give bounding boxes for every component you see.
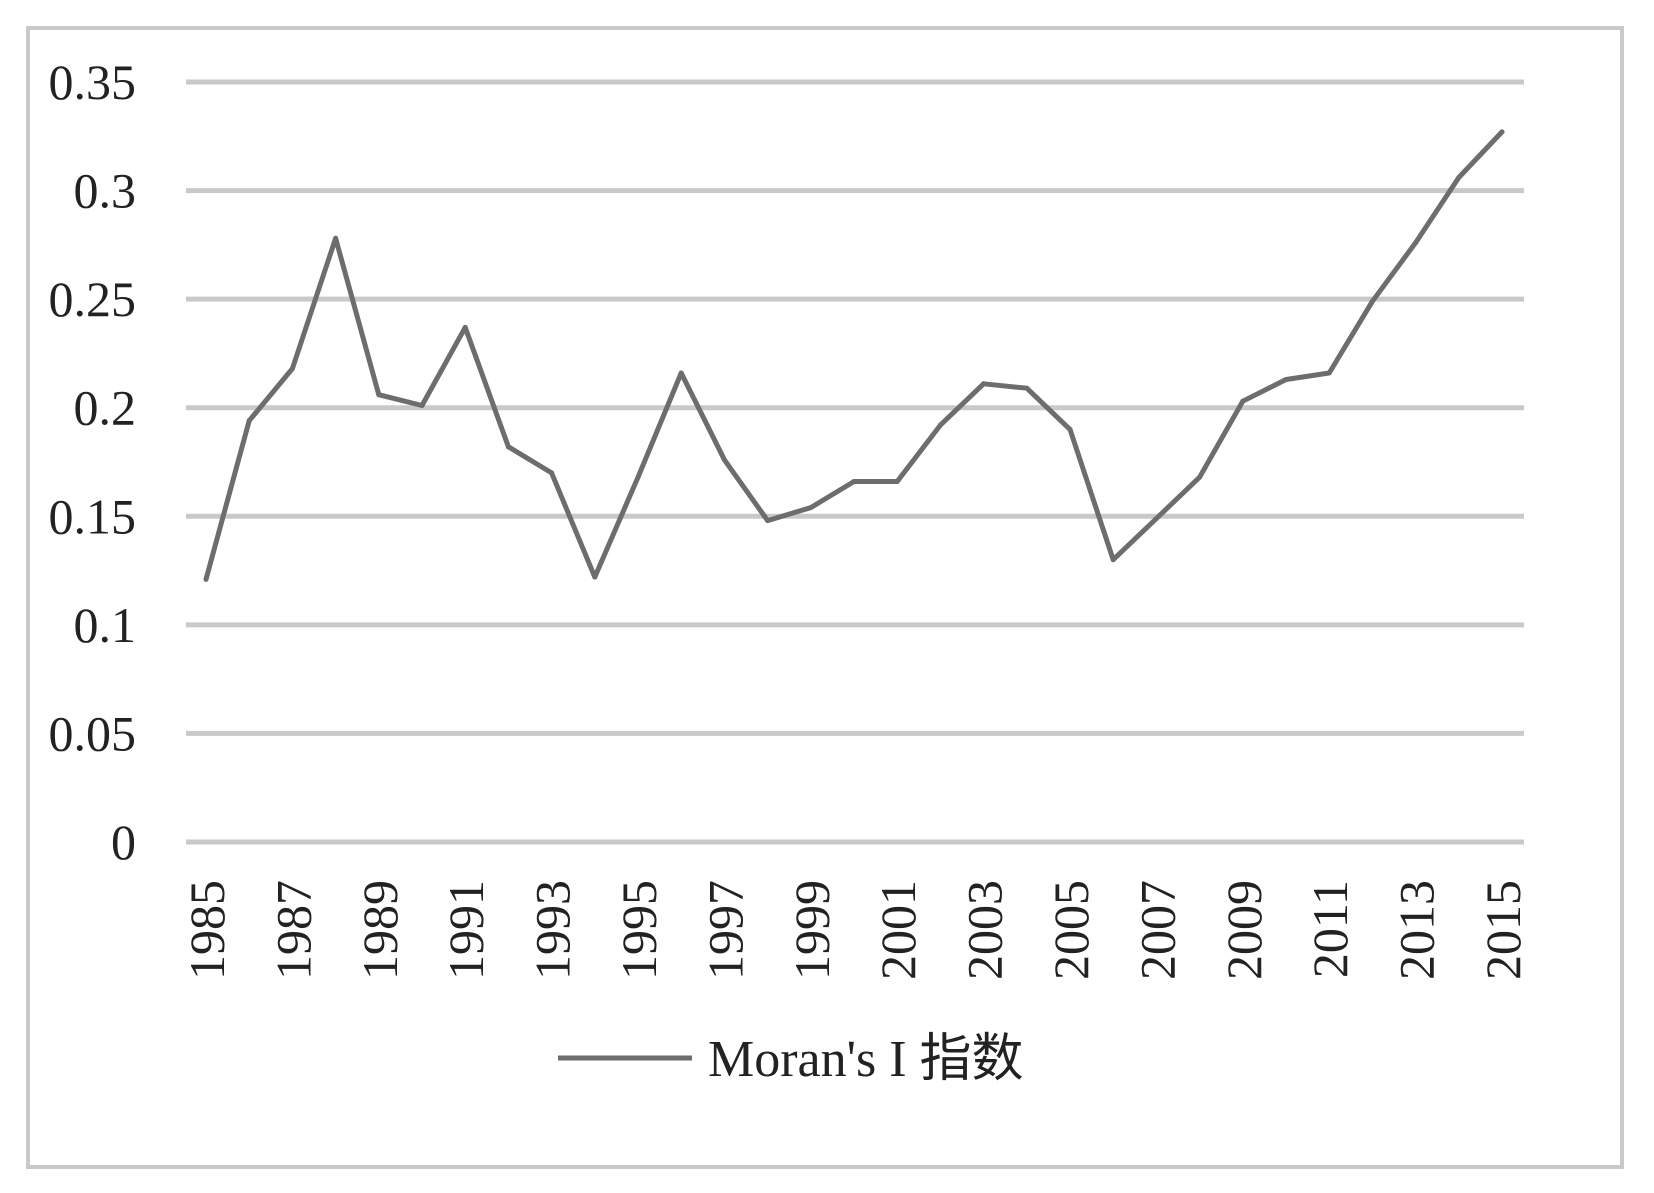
x-tick-label: 1995: [611, 880, 667, 980]
data-point: [1153, 516, 1159, 521]
data-point: [1240, 398, 1246, 404]
x-tick-label: 1997: [697, 880, 753, 980]
legend: Moran's I 指数: [558, 1031, 1024, 1088]
data-point: [1369, 298, 1375, 304]
data-point: [419, 403, 425, 408]
x-tick-label: 1999: [784, 880, 840, 980]
legend-label: Moran's I 指数: [708, 1031, 1024, 1088]
data-point: [981, 381, 987, 387]
series-layer: [203, 129, 1505, 582]
x-tick-label: 2007: [1129, 880, 1185, 980]
y-tick-label: 0.2: [74, 380, 137, 436]
data-point: [1067, 426, 1073, 432]
data-point: [721, 457, 727, 463]
data-point: [203, 576, 209, 582]
y-tick-label: 0.15: [49, 488, 137, 544]
x-tick-label: 1985: [179, 880, 235, 980]
data-point: [549, 470, 555, 476]
data-point: [592, 574, 598, 580]
data-point: [1197, 474, 1203, 480]
data-point: [246, 418, 252, 424]
data-point: [937, 422, 943, 428]
data-point: [1110, 557, 1116, 563]
data-point: [894, 479, 900, 484]
data-point: [851, 479, 857, 484]
x-tick-label: 2011: [1302, 880, 1358, 978]
x-tick-label: 2013: [1389, 880, 1445, 980]
data-point: [462, 324, 468, 330]
data-point: [505, 444, 511, 450]
x-tick-label: 2015: [1475, 880, 1531, 980]
data-point: [1413, 240, 1419, 246]
chart-frame: [26, 26, 1624, 1169]
data-point: [1456, 175, 1462, 180]
data-point: [333, 235, 339, 241]
data-point: [289, 366, 295, 372]
x-tick-label: 2001: [870, 880, 926, 980]
y-tick-label: 0.1: [74, 597, 137, 653]
y-tick-label: 0.3: [74, 163, 137, 219]
y-tick-label: 0.25: [49, 271, 137, 327]
data-point: [1024, 385, 1030, 391]
data-point: [1283, 377, 1289, 382]
x-tick-label: 2005: [1043, 880, 1099, 980]
data-point: [678, 370, 684, 376]
data-point: [635, 474, 641, 480]
series-line: [203, 129, 1505, 582]
x-tick-label: 1991: [438, 880, 494, 980]
gridlines: [186, 79, 1524, 845]
x-tick-label: 1989: [352, 880, 408, 980]
x-axis-tick-labels: 1985 1987 1989 1991 1993 1995 1997 1999 2001 2003…: [179, 880, 1531, 980]
y-tick-label: 0: [111, 814, 136, 870]
y-tick-label: 0.35: [49, 54, 137, 110]
x-tick-label: 2003: [957, 880, 1013, 980]
data-point: [808, 505, 814, 511]
data-point: [765, 518, 771, 524]
data-point: [376, 392, 382, 398]
y-axis-tick-labels: 0 0.05 0.1 0.15 0.2 0.25 0.3 0.35: [49, 54, 137, 870]
x-tick-label: 1993: [525, 880, 581, 980]
x-tick-label: 2009: [1216, 880, 1272, 980]
data-point: [1499, 129, 1505, 135]
y-tick-label: 0.05: [49, 705, 137, 761]
data-point: [1326, 370, 1332, 376]
x-tick-label: 1987: [265, 880, 321, 980]
